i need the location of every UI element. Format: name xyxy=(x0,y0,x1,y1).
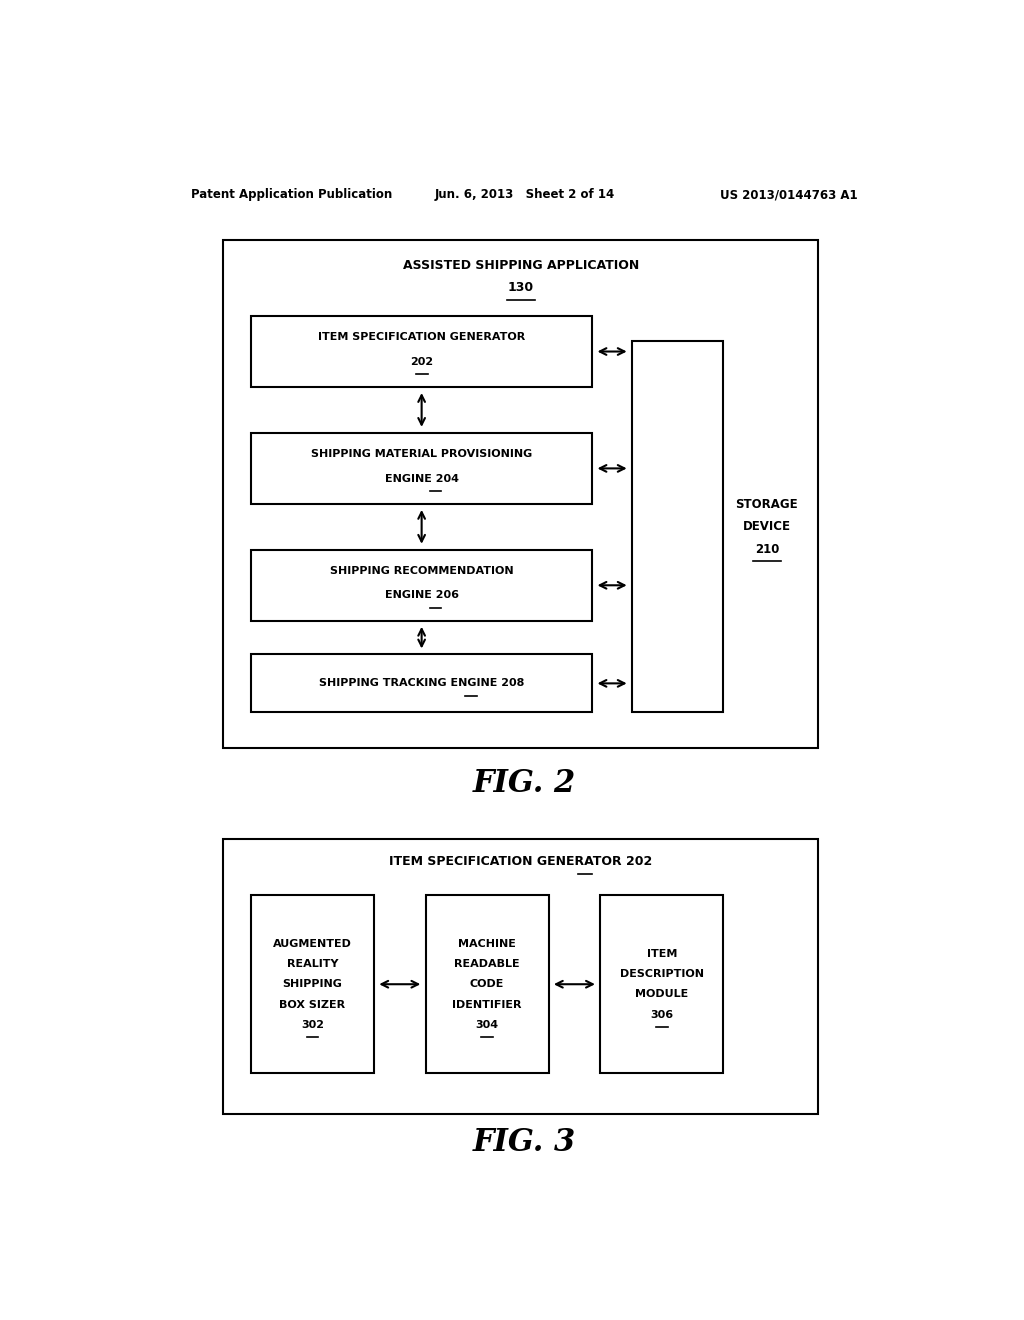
Text: ITEM: ITEM xyxy=(646,949,677,958)
FancyBboxPatch shape xyxy=(251,655,592,713)
Text: 304: 304 xyxy=(475,1020,499,1030)
FancyBboxPatch shape xyxy=(251,549,592,620)
Text: IDENTIFIER: IDENTIFIER xyxy=(453,999,522,1010)
FancyBboxPatch shape xyxy=(426,895,549,1073)
Text: 202: 202 xyxy=(410,356,433,367)
Text: MODULE: MODULE xyxy=(635,990,688,999)
Text: US 2013/0144763 A1: US 2013/0144763 A1 xyxy=(721,189,858,202)
Text: SHIPPING TRACKING ENGINE 208: SHIPPING TRACKING ENGINE 208 xyxy=(318,678,524,688)
Text: REALITY: REALITY xyxy=(287,958,338,969)
Text: ENGINE 206: ENGINE 206 xyxy=(385,590,459,601)
Text: 306: 306 xyxy=(650,1010,673,1020)
Text: AUGMENTED: AUGMENTED xyxy=(273,939,352,949)
Text: 302: 302 xyxy=(301,1020,324,1030)
FancyBboxPatch shape xyxy=(632,342,723,713)
Text: ITEM SPECIFICATION GENERATOR: ITEM SPECIFICATION GENERATOR xyxy=(318,333,525,342)
Text: DESCRIPTION: DESCRIPTION xyxy=(620,969,703,979)
Text: SHIPPING RECOMMENDATION: SHIPPING RECOMMENDATION xyxy=(330,566,513,576)
Text: ASSISTED SHIPPING APPLICATION: ASSISTED SHIPPING APPLICATION xyxy=(402,259,639,272)
FancyBboxPatch shape xyxy=(251,433,592,504)
Text: MACHINE: MACHINE xyxy=(458,939,516,949)
Text: Patent Application Publication: Patent Application Publication xyxy=(191,189,393,202)
Text: ENGINE 204: ENGINE 204 xyxy=(385,474,459,483)
Text: DEVICE: DEVICE xyxy=(742,520,791,533)
Text: CODE: CODE xyxy=(470,979,504,989)
Text: READABLE: READABLE xyxy=(455,958,520,969)
FancyBboxPatch shape xyxy=(223,240,818,748)
Text: BOX SIZER: BOX SIZER xyxy=(280,999,345,1010)
FancyBboxPatch shape xyxy=(600,895,723,1073)
Text: ITEM SPECIFICATION GENERATOR 202: ITEM SPECIFICATION GENERATOR 202 xyxy=(389,855,652,869)
FancyBboxPatch shape xyxy=(223,840,818,1114)
Text: 130: 130 xyxy=(508,281,534,294)
Text: SHIPPING MATERIAL PROVISIONING: SHIPPING MATERIAL PROVISIONING xyxy=(311,449,532,459)
Text: Jun. 6, 2013   Sheet 2 of 14: Jun. 6, 2013 Sheet 2 of 14 xyxy=(434,189,615,202)
Text: STORAGE: STORAGE xyxy=(735,498,798,511)
Text: FIG. 2: FIG. 2 xyxy=(473,768,577,799)
FancyBboxPatch shape xyxy=(251,315,592,387)
Text: 210: 210 xyxy=(755,543,779,556)
FancyBboxPatch shape xyxy=(251,895,374,1073)
Text: FIG. 3: FIG. 3 xyxy=(473,1127,577,1158)
Text: SHIPPING: SHIPPING xyxy=(283,979,342,989)
